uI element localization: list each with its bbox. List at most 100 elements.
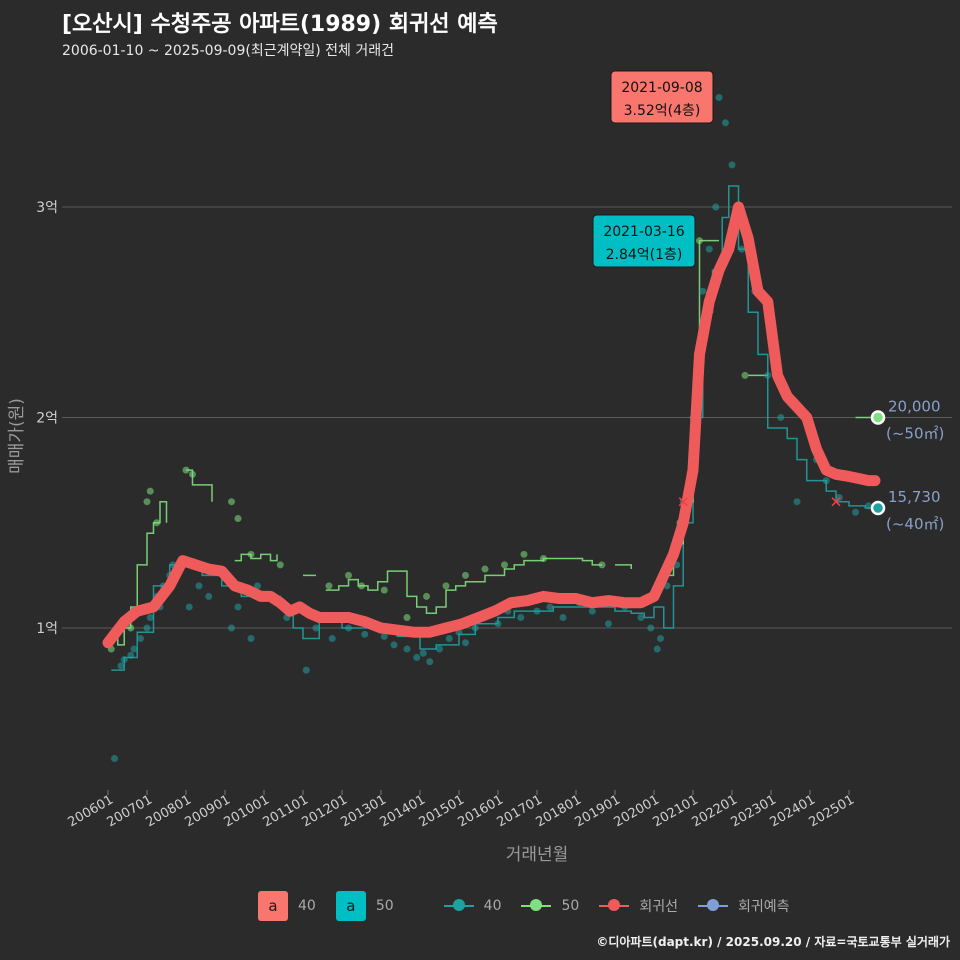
point-40: [705, 245, 713, 253]
point-40: [345, 624, 352, 632]
point-40: [247, 635, 255, 643]
point-50: [345, 571, 352, 579]
point-40: [637, 613, 645, 621]
point-40: [445, 635, 453, 643]
point-40: [390, 641, 398, 649]
legend-label-prediction: 회귀예측: [737, 899, 790, 915]
axes: 1억2억3억2006012007012008012009012010012011…: [7, 200, 857, 865]
legend-key-line-40: [443, 891, 474, 921]
point-40: [185, 603, 193, 611]
end-label-value: 20,000: [888, 398, 941, 416]
y-axis-title: 매매가(원): [7, 398, 27, 474]
point-50: [540, 555, 547, 563]
y-tick-label: 1억: [36, 621, 58, 637]
point-40: [143, 624, 151, 632]
prediction-marker: [831, 497, 841, 507]
point-40: [546, 603, 554, 611]
point-40: [712, 203, 720, 211]
point-40: [605, 620, 612, 628]
legend-key-line-50: [521, 891, 552, 921]
point-40: [471, 624, 479, 632]
legend-key-prediction: [697, 891, 728, 921]
end-label-value: 15,730: [888, 488, 941, 506]
legend-label-regression: 회귀선: [639, 899, 678, 915]
point-40: [117, 662, 125, 670]
point-40: [559, 613, 567, 621]
legend-key-fill-40: a: [258, 891, 288, 921]
scatter-points: [107, 94, 879, 763]
point-40: [312, 624, 320, 632]
point-40: [715, 94, 723, 102]
point-40: [793, 498, 801, 506]
point-50: [462, 571, 469, 579]
point-50: [696, 237, 703, 245]
point-40: [120, 656, 128, 664]
regression-path: [102, 201, 881, 649]
point-40: [328, 635, 336, 643]
end-label-area: (~50㎡): [886, 425, 944, 443]
end-point: [870, 500, 886, 516]
legend: a 40 a 50 40 50 회귀선 회귀예측: [258, 890, 809, 922]
point-50: [276, 561, 284, 569]
page-subtitle: 2006-01-10 ~ 2025-09-09(최근계약일) 전체 거래건: [62, 43, 394, 59]
point-50: [741, 371, 749, 379]
point-40: [722, 119, 729, 127]
point-50: [228, 498, 235, 506]
end-label-area: (~40㎡): [886, 515, 944, 533]
point-40: [653, 645, 661, 653]
annotations: 2021-09-08 3.52억(4층) 2021-03-16 2.84억(1층) 20…: [592, 70, 944, 533]
annotation-date: 2021-03-16: [603, 224, 684, 240]
source-caption: ©디아파트(dapt.kr) / 2025.09.20 / 자료=국토교통부 실…: [596, 935, 950, 949]
point-40: [822, 477, 830, 485]
series-lines: [111, 185, 875, 671]
point-40: [302, 666, 310, 674]
point-50: [423, 592, 430, 600]
page-title: [오산시] 수청주공 아파트(1989) 회귀선 예측: [62, 12, 498, 37]
y-tick-label: 2억: [36, 411, 58, 427]
point-40: [657, 635, 664, 643]
point-40: [413, 653, 421, 661]
point-50: [325, 582, 333, 590]
point-40: [403, 645, 411, 653]
point-50: [234, 515, 242, 523]
point-40: [647, 624, 655, 632]
prediction-marker: [678, 497, 688, 507]
point-40: [137, 635, 144, 643]
point-40: [130, 645, 138, 653]
annotation-box: [592, 214, 696, 268]
point-40: [764, 371, 772, 379]
annotation-date: 2021-09-08: [621, 80, 702, 96]
point-40: [361, 630, 369, 638]
point-50: [481, 565, 489, 573]
point-40: [146, 613, 154, 621]
annotation-price: 3.52억(4층): [624, 103, 701, 119]
point-40: [533, 607, 541, 615]
point-50: [358, 582, 365, 590]
point-40: [777, 414, 785, 421]
point-50: [146, 487, 154, 495]
end-point: [870, 410, 886, 425]
point-40: [254, 582, 261, 590]
point-40: [228, 624, 235, 632]
legend-key-fill-50: a: [335, 891, 366, 921]
point-40: [738, 245, 746, 253]
point-40: [494, 620, 502, 628]
annotation-box: [610, 70, 714, 124]
point-50: [598, 561, 606, 569]
point-50: [189, 470, 196, 478]
regression-line: [102, 201, 881, 649]
point-40: [195, 582, 203, 590]
point-40: [588, 607, 596, 615]
point-50: [182, 466, 190, 474]
point-50: [442, 582, 450, 590]
point-50: [143, 498, 151, 506]
y-tick-label: 3억: [36, 200, 58, 216]
series-40-line: [111, 185, 875, 671]
x-tick-label: 202501: [807, 792, 857, 830]
point-50: [380, 586, 388, 594]
point-40: [205, 592, 213, 600]
point-40: [728, 161, 736, 169]
annotation-price: 2.84억(1층): [606, 247, 683, 263]
point-40: [852, 508, 859, 516]
